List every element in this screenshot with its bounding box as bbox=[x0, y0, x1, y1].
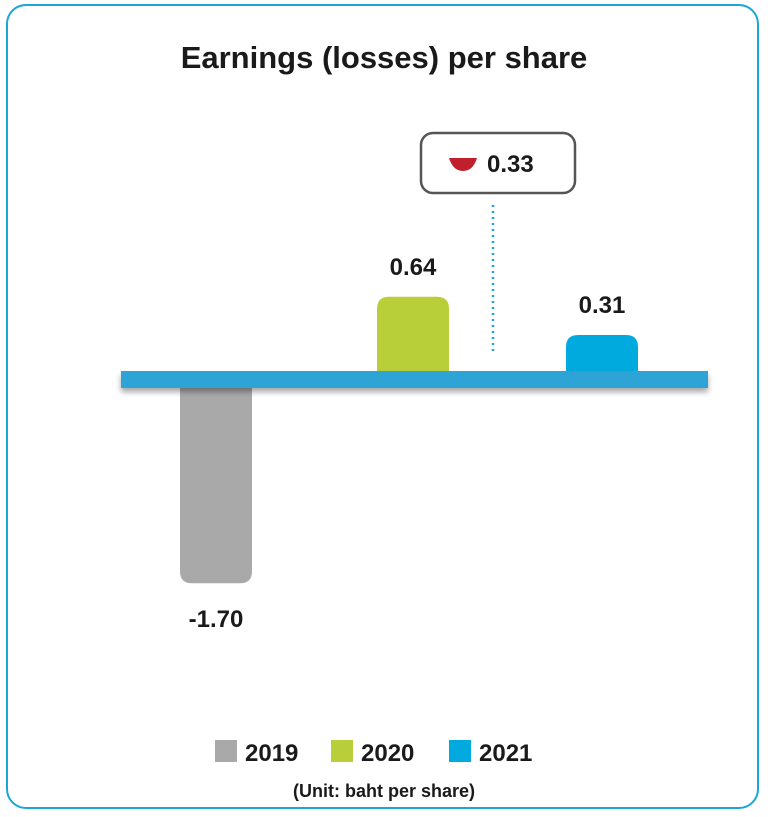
legend: 2019 2020 2021 bbox=[215, 740, 532, 767]
bar-2019 bbox=[180, 386, 252, 584]
down-triangle-icon bbox=[449, 158, 477, 171]
bar-2021 bbox=[566, 335, 638, 373]
legend-label-2019: 2019 bbox=[245, 740, 298, 767]
zero-axis bbox=[121, 371, 708, 388]
change-callout: 0.33 bbox=[419, 131, 577, 352]
value-label-2020: 0.64 bbox=[390, 254, 437, 281]
legend-swatch-2020 bbox=[331, 740, 353, 762]
chart-frame bbox=[6, 4, 759, 809]
change-callout-box bbox=[419, 131, 577, 195]
value-labels-group: -1.70 0.64 0.31 bbox=[189, 254, 626, 633]
legend-swatch-2019 bbox=[215, 740, 237, 762]
bars-group bbox=[180, 296, 638, 584]
change-value: 0.33 bbox=[487, 151, 534, 178]
value-label-2019: -1.70 bbox=[189, 606, 244, 633]
bar-2020 bbox=[377, 296, 449, 373]
unit-note: (Unit: baht per share) bbox=[293, 781, 475, 801]
legend-swatch-2021 bbox=[449, 740, 471, 762]
legend-label-2020: 2020 bbox=[361, 740, 414, 767]
value-label-2021: 0.31 bbox=[579, 292, 626, 319]
chart-title: Earnings (losses) per share bbox=[181, 40, 588, 75]
legend-label-2021: 2021 bbox=[479, 740, 532, 767]
